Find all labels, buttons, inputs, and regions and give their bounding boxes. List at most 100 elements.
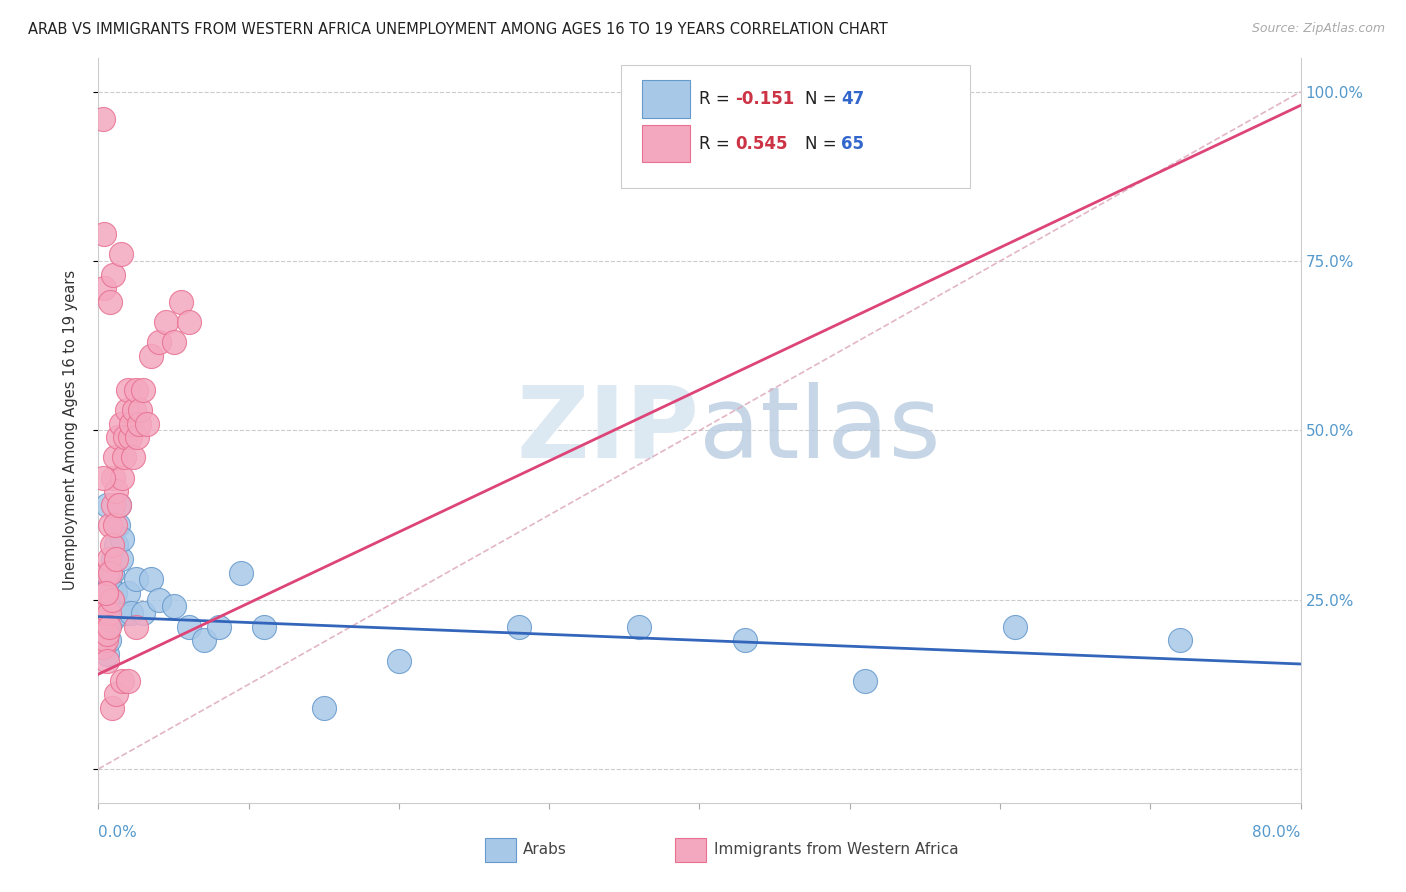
Point (100, 606, 122, 620)
Point (853, 673, 876, 688)
Point (90, 626, 112, 640)
Point (101, 613, 124, 627)
Point (93, 599, 115, 614)
Text: 0.545: 0.545 (735, 135, 787, 153)
Point (94, 586, 117, 600)
Point (100, 579, 122, 593)
Point (91, 613, 114, 627)
Text: Source: ZipAtlas.com: Source: ZipAtlas.com (1251, 22, 1385, 36)
Point (162, 335, 184, 350)
Point (104, 450, 127, 465)
Point (127, 430, 149, 444)
Point (110, 417, 132, 431)
Point (107, 518, 129, 533)
Point (103, 268, 125, 282)
Point (177, 315, 200, 329)
Point (100, 294, 122, 309)
Point (110, 552, 132, 566)
Point (101, 539, 124, 553)
Point (129, 403, 152, 417)
Point (111, 673, 134, 688)
Point (177, 620, 200, 634)
Point (104, 586, 127, 600)
Point (122, 450, 145, 465)
Point (96, 626, 118, 640)
Point (97, 633, 120, 648)
Point (91, 640, 114, 654)
Text: Arabs: Arabs (523, 842, 567, 856)
Text: N =: N = (806, 135, 842, 153)
Point (111, 471, 134, 485)
Point (107, 430, 129, 444)
Point (139, 349, 162, 363)
Point (103, 498, 125, 512)
Point (508, 620, 530, 634)
Text: ARAB VS IMMIGRANTS FROM WESTERN AFRICA UNEMPLOYMENT AMONG AGES 16 TO 19 YEARS CO: ARAB VS IMMIGRANTS FROM WESTERN AFRICA U… (28, 22, 887, 37)
Point (115, 403, 138, 417)
FancyBboxPatch shape (621, 65, 970, 188)
Point (162, 599, 184, 614)
Point (734, 633, 756, 648)
Point (91, 586, 114, 600)
FancyBboxPatch shape (641, 80, 690, 118)
Point (100, 566, 122, 580)
Point (101, 566, 124, 580)
Text: N =: N = (806, 90, 842, 108)
Point (253, 620, 276, 634)
Point (97, 606, 120, 620)
Point (148, 335, 170, 350)
Point (89, 620, 111, 634)
Point (90, 606, 112, 620)
Point (93, 227, 115, 241)
Point (108, 498, 131, 512)
Point (94, 599, 117, 614)
Point (93, 613, 115, 627)
Point (124, 403, 146, 417)
Point (125, 383, 148, 397)
Point (111, 532, 134, 546)
Point (105, 484, 128, 499)
Point (132, 383, 155, 397)
Text: -0.151: -0.151 (735, 90, 794, 108)
Point (155, 315, 177, 329)
Point (114, 606, 136, 620)
Point (117, 673, 139, 688)
Point (94, 592, 117, 607)
Point (118, 430, 141, 444)
Text: ZIP: ZIP (516, 382, 700, 479)
Text: 65: 65 (841, 135, 865, 153)
Point (89, 633, 111, 648)
Point (193, 633, 215, 648)
Point (94, 586, 117, 600)
Point (208, 620, 231, 634)
Point (125, 573, 148, 587)
Point (128, 417, 150, 431)
Point (105, 688, 128, 702)
Text: R =: R = (700, 90, 735, 108)
Text: 80.0%: 80.0% (1253, 825, 1301, 840)
Point (121, 606, 143, 620)
Point (91, 112, 114, 126)
Point (117, 586, 139, 600)
Point (110, 247, 132, 261)
Point (89, 620, 111, 634)
Point (170, 294, 193, 309)
Point (91, 620, 114, 634)
Point (94, 626, 117, 640)
Text: 47: 47 (841, 90, 865, 108)
Point (125, 620, 148, 634)
Point (93, 281, 115, 295)
Point (96, 654, 118, 668)
Point (388, 654, 411, 668)
Point (101, 592, 124, 607)
Point (96, 498, 118, 512)
Point (117, 383, 139, 397)
Text: 0.0%: 0.0% (98, 825, 138, 840)
Point (97, 552, 120, 566)
Point (97, 620, 120, 634)
Point (108, 498, 131, 512)
Point (105, 539, 128, 553)
Point (90, 606, 112, 620)
Point (312, 701, 335, 715)
Point (628, 620, 651, 634)
